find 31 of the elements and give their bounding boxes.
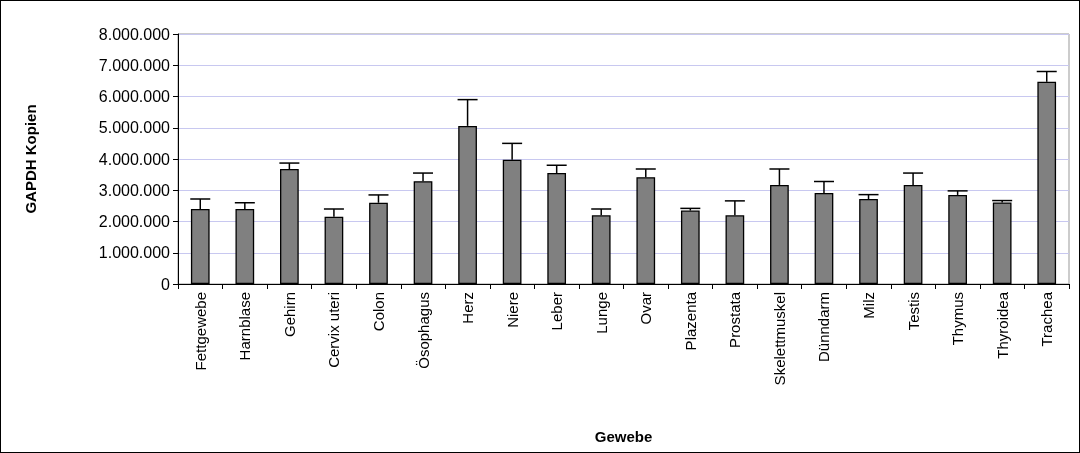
x-tick-label: Ovar [637, 292, 655, 325]
x-tick-label: Skelettmuskel [770, 292, 788, 386]
x-tick-label: Cervix uteri [325, 292, 343, 368]
y-tick-label: 5.000.000 [98, 119, 171, 137]
x-axis-title: Gewebe [594, 428, 653, 445]
x-tick-label: Thymus [949, 292, 967, 346]
x-tick-label: Niere [503, 292, 521, 328]
x-tick-label: Harnblase [236, 292, 254, 361]
x-tick-label: Herz [459, 292, 477, 324]
y-tick-label: 7.000.000 [98, 56, 171, 74]
x-tick-label: Plazenta [681, 291, 699, 351]
y-tick-label: 6.000.000 [98, 88, 171, 105]
y-axis-title: GAPDH Kopien [22, 104, 39, 214]
x-tick-label: Testis [904, 292, 922, 331]
x-tick-label: Gehirn [280, 292, 298, 338]
y-tick-label: 1.000.000 [98, 244, 171, 262]
x-tick-label: Milz [860, 292, 878, 319]
x-tick-label: Fettgewebe [191, 292, 209, 371]
y-tick-label: 2.000.000 [98, 213, 171, 230]
x-tick-label: Dünndarm [815, 292, 833, 363]
y-tick-label: 8.000.000 [98, 25, 171, 43]
y-tick-label: 0 [161, 275, 171, 293]
x-tick-label: Ösophagus [414, 292, 432, 369]
y-tick-label: 3.000.000 [98, 181, 171, 199]
x-tick-label: Thyroidea [993, 291, 1011, 359]
y-tick-label: 4.000.000 [98, 150, 171, 168]
x-tick-label: Leber [548, 292, 566, 331]
x-tick-label: Prostata [726, 291, 744, 348]
x-tick-label: Trachea [1038, 291, 1056, 347]
x-tick-label: Lunge [592, 292, 610, 334]
x-tick-label: Colon [369, 292, 387, 332]
